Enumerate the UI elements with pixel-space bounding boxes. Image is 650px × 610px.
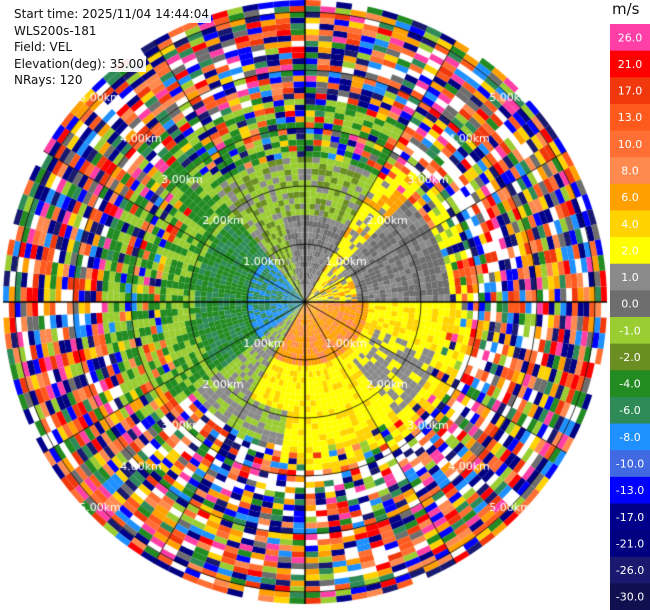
colorbar-swatch bbox=[610, 556, 650, 584]
colorbar-swatch bbox=[610, 370, 650, 398]
nrays-text: NRays: 120 bbox=[12, 72, 85, 89]
colorbar-tick-label: -13.0 bbox=[616, 484, 644, 497]
colorbar-tick-label: 4.0 bbox=[621, 218, 639, 231]
colorbar-tick-label: -21.0 bbox=[616, 537, 644, 550]
colorbar-swatch bbox=[610, 77, 650, 105]
colorbar-tick-label: 26.0 bbox=[618, 31, 643, 44]
colorbar-swatch bbox=[610, 423, 650, 451]
colorbar-tick-label: -26.0 bbox=[616, 564, 644, 577]
colorbar-tick-label: 10.0 bbox=[618, 138, 643, 151]
colorbar-tick-label: -17.0 bbox=[616, 511, 644, 524]
colorbar-tick-label: 2.0 bbox=[621, 244, 639, 257]
colorbar-tick-label: -10.0 bbox=[616, 458, 644, 471]
scan-info-panel: Start time: 2025/11/04 14:44:04 WLS200s-… bbox=[12, 6, 211, 89]
colorbar-swatch bbox=[610, 476, 650, 504]
colorbar-unit-label: m/s bbox=[612, 0, 640, 18]
colorbar-swatch bbox=[610, 343, 650, 371]
colorbar-tick-label: -2.0 bbox=[619, 351, 640, 364]
elevation-text: Elevation(deg): 35.00 bbox=[12, 55, 146, 72]
colorbar-swatch bbox=[610, 317, 650, 345]
colorbar-tick-label: 21.0 bbox=[618, 58, 643, 71]
colorbar-tick-label: 1.0 bbox=[621, 271, 639, 284]
colorbar-swatch bbox=[610, 530, 650, 558]
colorbar-swatch bbox=[610, 290, 650, 318]
colorbar-tick-label: 17.0 bbox=[618, 85, 643, 98]
field-text: Field: VEL bbox=[12, 39, 75, 56]
colorbar-tick-label: 0.0 bbox=[621, 298, 639, 311]
colorbar-tick-label: -6.0 bbox=[619, 404, 640, 417]
colorbar-tick-label: -1.0 bbox=[619, 324, 640, 337]
colorbar-tick-label: 13.0 bbox=[618, 111, 643, 124]
colorbar-swatch bbox=[610, 130, 650, 158]
station-name-text: WLS200s-181 bbox=[12, 22, 99, 39]
colorbar-tick-label: -4.0 bbox=[619, 378, 640, 391]
colorbar-swatch bbox=[610, 237, 650, 265]
colorbar-tick-label: -8.0 bbox=[619, 431, 640, 444]
colorbar-swatch bbox=[610, 583, 650, 610]
colorbar-swatch bbox=[610, 183, 650, 211]
colorbar-swatch bbox=[610, 503, 650, 531]
colorbar-swatch bbox=[610, 24, 650, 52]
velocity-colorbar: 26.0 21.0 17.0 13.0 10.0 8.0 6.0 4.0 2.0 1.0 0.0 -1… bbox=[610, 24, 650, 610]
colorbar-swatch bbox=[610, 210, 650, 238]
colorbar-tick-label: 8.0 bbox=[621, 165, 639, 178]
colorbar-swatch bbox=[610, 450, 650, 478]
colorbar-swatch bbox=[610, 50, 650, 78]
colorbar-swatch bbox=[610, 157, 650, 185]
colorbar-swatch bbox=[610, 103, 650, 132]
colorbar-swatch bbox=[610, 396, 650, 425]
colorbar-tick-label: 6.0 bbox=[621, 191, 639, 204]
colorbar-tick-label: -30.0 bbox=[616, 591, 644, 604]
colorbar-swatch bbox=[610, 263, 650, 291]
start-time-text: Start time: 2025/11/04 14:44:04 bbox=[12, 6, 211, 23]
